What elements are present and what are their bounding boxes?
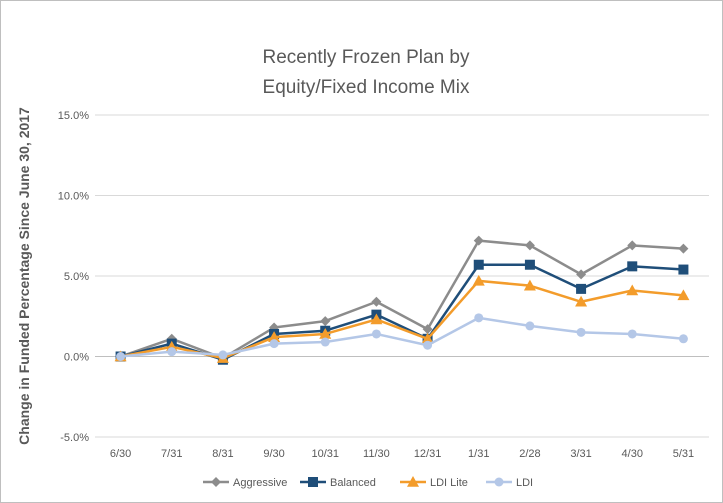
legend-label: LDI bbox=[516, 477, 533, 489]
legend-item: LDI bbox=[486, 477, 533, 489]
series-line bbox=[120, 316, 684, 358]
x-tick-label: 8/31 bbox=[212, 448, 233, 460]
data-point bbox=[678, 334, 688, 344]
data-point bbox=[167, 347, 177, 357]
data-point bbox=[116, 352, 126, 361]
data-point bbox=[525, 321, 535, 331]
data-point bbox=[524, 259, 535, 270]
y-axis-label: Change in Funded Percentage Since June 3… bbox=[16, 107, 32, 445]
data-point bbox=[473, 259, 484, 270]
data-point bbox=[371, 296, 382, 307]
legend-label: Balanced bbox=[330, 477, 376, 489]
data-point bbox=[268, 331, 281, 342]
x-tick-labels: 6/30 7/31 8/31 9/30 10/31 11/30 12/31 1/31 2/28 3… bbox=[110, 448, 694, 460]
y-tick-label: 5.0% bbox=[64, 271, 89, 283]
data-point bbox=[320, 316, 331, 327]
data-point bbox=[523, 279, 536, 291]
data-point bbox=[627, 261, 638, 272]
x-tick-label: 9/30 bbox=[263, 448, 284, 460]
x-tick-label: 1/31 bbox=[468, 448, 489, 460]
data-point bbox=[370, 313, 383, 325]
legend: Aggressive Balanced LDI Lite LDI bbox=[203, 476, 533, 489]
data-point bbox=[473, 235, 484, 246]
data-point bbox=[576, 269, 587, 280]
legend-swatch-marker bbox=[407, 476, 419, 487]
data-point bbox=[678, 264, 689, 275]
data-point bbox=[218, 350, 228, 360]
data-point bbox=[422, 324, 433, 335]
legend-swatch-marker bbox=[211, 477, 221, 487]
data-point bbox=[576, 283, 587, 294]
legend-item: LDI Lite bbox=[400, 476, 468, 489]
data-point bbox=[474, 313, 484, 323]
data-point bbox=[269, 339, 279, 349]
legend-item: Aggressive bbox=[203, 477, 287, 489]
series-aggressive bbox=[115, 235, 689, 364]
chart-title-line-1: Recently Frozen Plan by bbox=[263, 47, 470, 68]
data-point bbox=[472, 274, 485, 286]
y-tick-label: -5.0% bbox=[60, 432, 89, 444]
legend-label: LDI Lite bbox=[430, 477, 468, 489]
x-tick-label: 2/28 bbox=[519, 448, 540, 460]
data-point bbox=[371, 329, 381, 339]
legend-swatch-marker bbox=[308, 477, 318, 487]
x-tick-label: 12/31 bbox=[414, 448, 442, 460]
y-tick-label: 15.0% bbox=[58, 110, 89, 122]
data-point bbox=[575, 295, 588, 307]
legend-swatch-marker bbox=[494, 477, 504, 487]
data-point bbox=[627, 329, 637, 339]
series-group bbox=[114, 235, 690, 365]
data-point bbox=[524, 240, 535, 251]
data-point bbox=[319, 327, 332, 339]
x-tick-label: 7/31 bbox=[161, 448, 182, 460]
series-ldi bbox=[116, 313, 688, 361]
y-tick-label: 10.0% bbox=[58, 191, 89, 203]
series-line bbox=[120, 279, 684, 360]
y-tick-label: 0.0% bbox=[64, 352, 89, 364]
x-tick-label: 5/31 bbox=[673, 448, 694, 460]
data-point bbox=[576, 327, 586, 337]
data-point bbox=[626, 284, 639, 296]
data-point bbox=[677, 289, 690, 301]
legend-label: Aggressive bbox=[233, 477, 287, 489]
legend-item: Balanced bbox=[300, 477, 376, 489]
chart-title-line-2: Equity/Fixed Income Mix bbox=[263, 77, 470, 98]
x-tick-label: 6/30 bbox=[110, 448, 131, 460]
x-tick-label: 4/30 bbox=[622, 448, 643, 460]
data-point bbox=[627, 240, 638, 251]
data-point bbox=[421, 332, 434, 344]
series-line bbox=[120, 263, 684, 361]
data-point bbox=[320, 337, 330, 347]
x-tick-label: 3/31 bbox=[570, 448, 591, 460]
data-point bbox=[678, 243, 689, 254]
x-tick-label: 10/31 bbox=[311, 448, 339, 460]
gridlines bbox=[95, 114, 709, 438]
y-tick-labels: -5.0% 0.0% 5.0% 10.0% 15.0% bbox=[58, 110, 89, 444]
x-tick-label: 11/30 bbox=[363, 448, 390, 460]
data-point bbox=[423, 340, 433, 350]
